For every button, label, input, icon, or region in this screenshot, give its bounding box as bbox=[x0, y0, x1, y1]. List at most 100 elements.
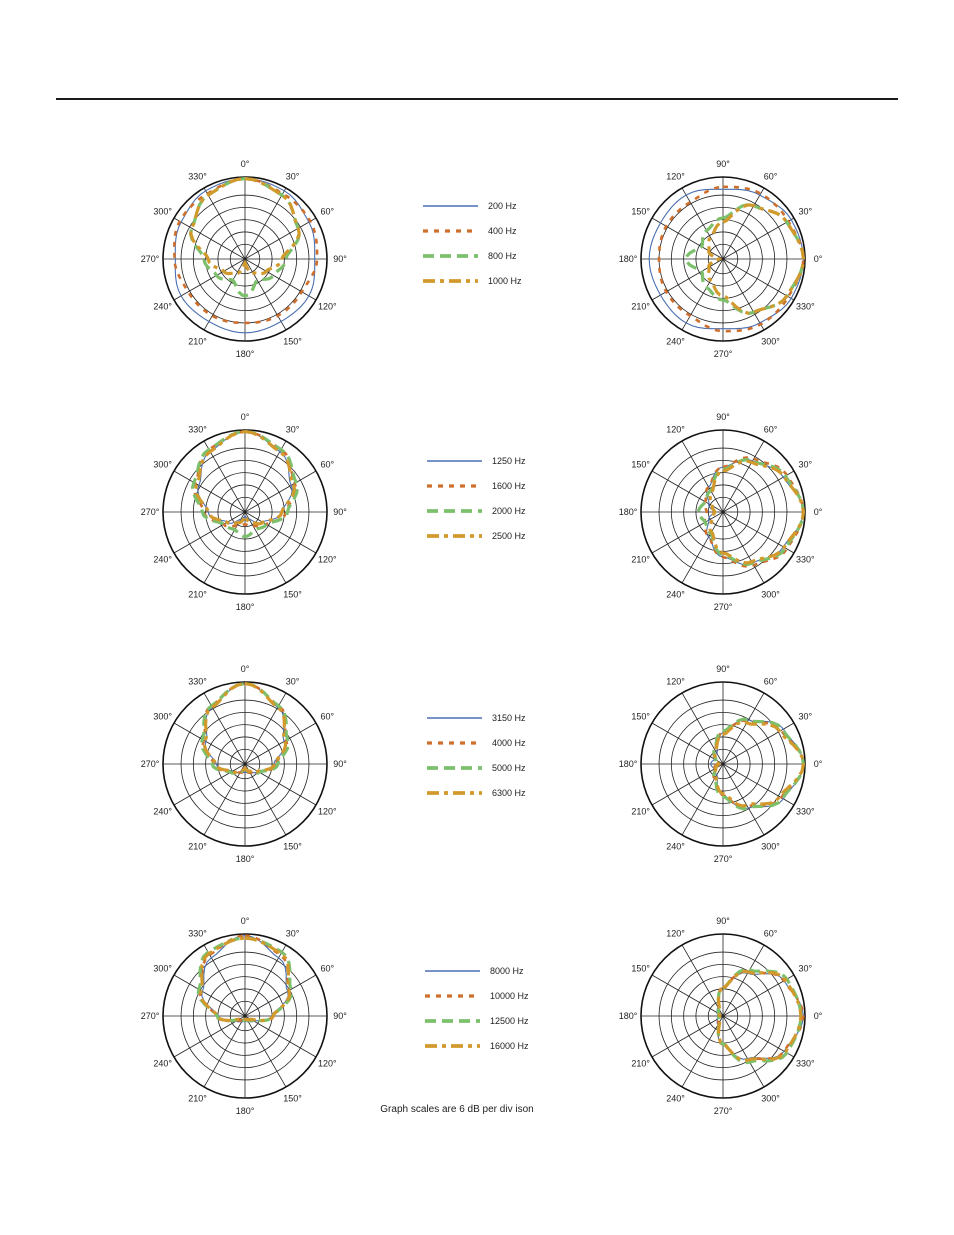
angle-label: 240° bbox=[153, 807, 172, 817]
angle-label: 30° bbox=[798, 460, 812, 470]
angle-label: 330° bbox=[188, 172, 207, 182]
grid-spoke-inner bbox=[244, 763, 258, 772]
series-line-1000-hz bbox=[189, 176, 301, 276]
series-line-2000-hz bbox=[190, 429, 300, 539]
angle-label: 240° bbox=[153, 555, 172, 565]
grid-spoke bbox=[735, 722, 795, 757]
angle-label: 90° bbox=[716, 664, 730, 674]
grid-spoke bbox=[730, 944, 765, 1004]
grid-spoke bbox=[651, 771, 711, 806]
angle-label: 270° bbox=[141, 759, 160, 769]
grid-spoke-inner bbox=[722, 251, 736, 260]
grid-spoke-inner bbox=[722, 499, 731, 513]
grid-spoke bbox=[252, 524, 287, 584]
angle-label: 150° bbox=[283, 336, 302, 346]
legend-label: 2000 Hz bbox=[492, 506, 526, 516]
grid-spoke-inner bbox=[715, 499, 724, 513]
grid-spoke bbox=[252, 692, 287, 752]
legend-item: 5000 Hz bbox=[426, 762, 566, 778]
grid-spoke-inner bbox=[722, 756, 736, 765]
legend-label: 4000 Hz bbox=[492, 738, 526, 748]
grid-spoke bbox=[651, 722, 711, 757]
angle-label: 0° bbox=[814, 254, 823, 264]
legend-item: 16000 Hz bbox=[424, 1040, 564, 1056]
angle-label: 60° bbox=[320, 712, 334, 722]
angle-label: 150° bbox=[283, 841, 302, 851]
angle-label: 120° bbox=[318, 302, 337, 312]
grid-spoke bbox=[173, 771, 233, 806]
grid-spoke bbox=[651, 1023, 711, 1058]
series-line-400-hz bbox=[657, 185, 805, 333]
grid-spoke bbox=[203, 692, 238, 752]
grid-spoke-inner bbox=[244, 499, 253, 513]
grid-spoke-inner bbox=[237, 499, 246, 513]
angle-label: 240° bbox=[153, 302, 172, 312]
legend-swatch bbox=[427, 484, 482, 488]
angle-label: 300° bbox=[761, 1093, 780, 1103]
grid-spoke bbox=[651, 519, 711, 554]
angle-label: 300° bbox=[153, 964, 172, 974]
legend-label: 800 Hz bbox=[488, 251, 517, 261]
grid-spoke bbox=[730, 1028, 765, 1088]
angle-label: 300° bbox=[153, 460, 172, 470]
angle-label: 150° bbox=[631, 460, 650, 470]
grid-spoke bbox=[735, 771, 795, 806]
series-line-200-hz bbox=[174, 178, 316, 334]
angle-label: 180° bbox=[619, 507, 638, 517]
grid-spoke bbox=[730, 271, 765, 331]
angle-label: 30° bbox=[286, 929, 300, 939]
grid-spoke-inner bbox=[722, 751, 731, 765]
legend-swatch bbox=[423, 205, 478, 207]
grid-spoke bbox=[651, 974, 711, 1009]
series-line-2000-hz bbox=[696, 457, 806, 567]
grid-spoke-inner bbox=[722, 511, 736, 520]
grid-spoke-inner bbox=[244, 511, 253, 525]
legend-item: 2500 Hz bbox=[426, 530, 566, 546]
angle-label: 90° bbox=[333, 1011, 347, 1021]
grid-spoke-inner bbox=[722, 504, 736, 513]
angle-label: 90° bbox=[716, 159, 730, 169]
legend-item: 3150 Hz bbox=[426, 712, 566, 728]
grid-spoke-inner bbox=[710, 511, 724, 520]
angle-label: 180° bbox=[236, 854, 255, 864]
angle-label: 240° bbox=[666, 841, 685, 851]
polar-chart-vertical-2: 0° 30° 60° 90° 120° 150° 180° 210° 240° 270° 300° 3… bbox=[141, 412, 348, 612]
series-line-400-hz bbox=[172, 177, 319, 325]
grid-spoke bbox=[252, 776, 287, 836]
angle-label: 330° bbox=[188, 677, 207, 687]
angle-label: 150° bbox=[283, 589, 302, 599]
legend-item: 12500 Hz bbox=[424, 1015, 564, 1031]
angle-label: 0° bbox=[814, 759, 823, 769]
grid-spoke bbox=[681, 1028, 716, 1088]
angle-label: 60° bbox=[764, 172, 778, 182]
angle-label: 210° bbox=[188, 1093, 207, 1103]
grid-spoke bbox=[735, 266, 795, 301]
legend-label: 2500 Hz bbox=[492, 531, 526, 541]
angle-label: 120° bbox=[666, 677, 685, 687]
angle-label: 0° bbox=[241, 916, 250, 926]
angle-label: 0° bbox=[241, 159, 250, 169]
legend-item: 1600 Hz bbox=[426, 480, 566, 496]
angle-label: 180° bbox=[619, 1011, 638, 1021]
top-rule bbox=[56, 98, 898, 100]
grid-spoke-inner bbox=[710, 251, 724, 260]
angle-label: 60° bbox=[320, 207, 334, 217]
grid-spoke-inner bbox=[722, 1008, 736, 1017]
legend-item: 1250 Hz bbox=[426, 455, 566, 471]
series-line-5000-hz bbox=[712, 717, 806, 811]
angle-label: 180° bbox=[619, 759, 638, 769]
angle-label: 270° bbox=[714, 1106, 733, 1116]
legend-label: 1000 Hz bbox=[488, 276, 522, 286]
legend-swatch bbox=[425, 970, 480, 972]
angle-label: 150° bbox=[631, 207, 650, 217]
grid-spoke bbox=[252, 187, 287, 247]
legend-swatch bbox=[423, 279, 478, 283]
legend-label: 10000 Hz bbox=[490, 991, 529, 1001]
grid-spoke-inner bbox=[244, 511, 258, 520]
angle-label: 0° bbox=[814, 1011, 823, 1021]
series-line-6300-hz bbox=[202, 681, 288, 775]
grid-spoke bbox=[252, 271, 287, 331]
grid-spoke bbox=[257, 771, 317, 806]
legend-swatch bbox=[427, 741, 482, 745]
grid-spoke-inner bbox=[715, 246, 724, 260]
